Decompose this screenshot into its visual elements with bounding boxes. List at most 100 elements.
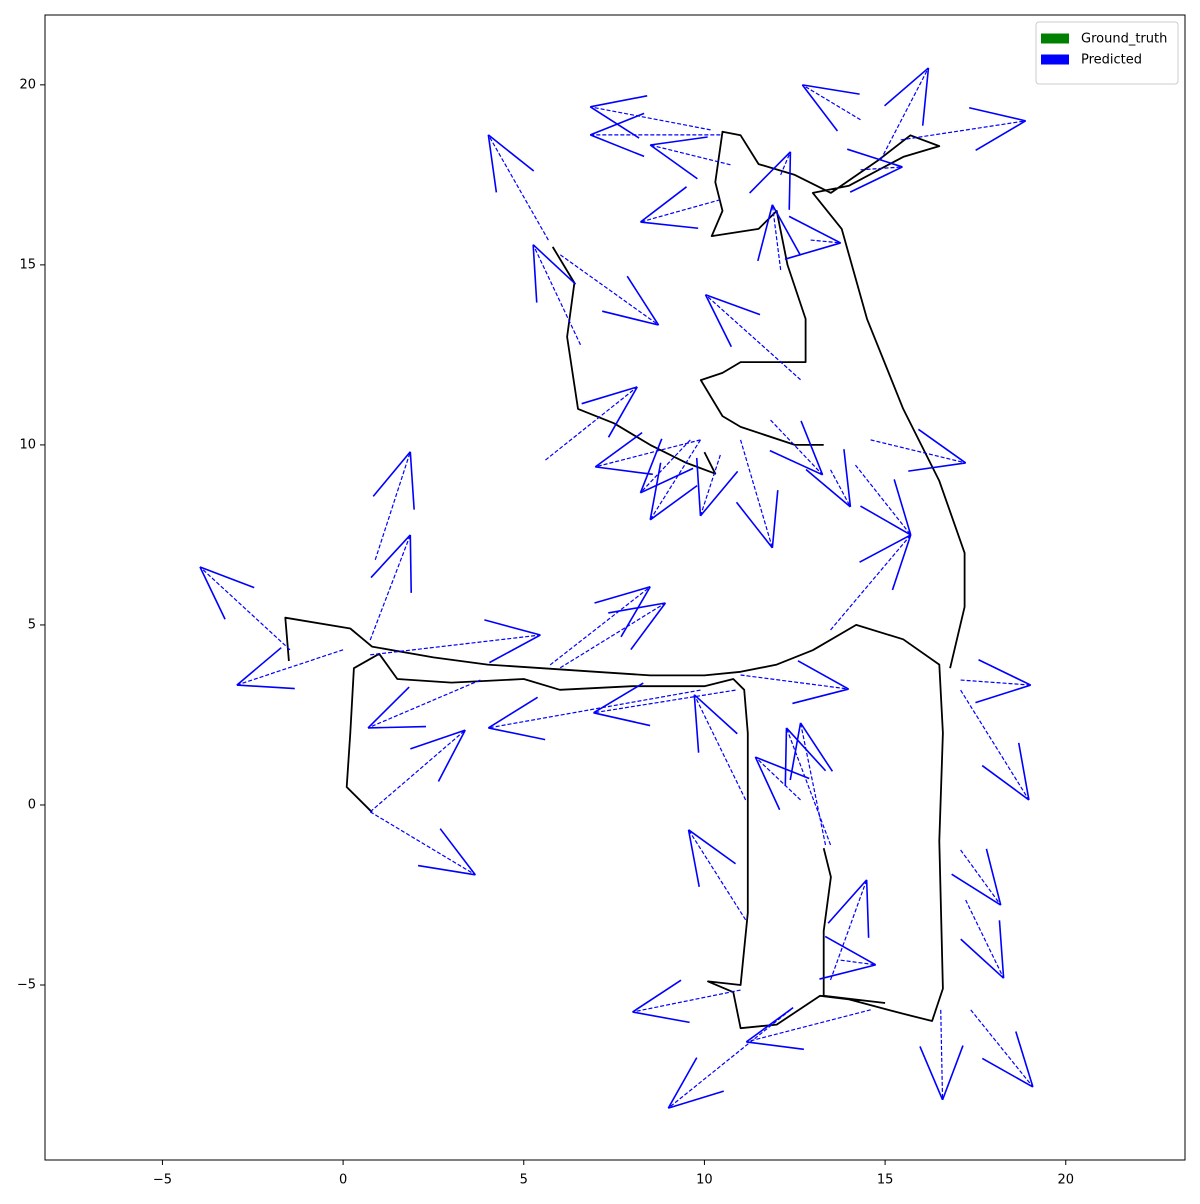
arrow-head [639, 438, 663, 494]
y-tick-label: 20 [19, 77, 36, 92]
arrow-shaft [549, 586, 651, 666]
arrow-shaft [369, 811, 476, 876]
arrow-shaft [369, 729, 466, 813]
predicted-arrow [819, 935, 877, 980]
arrow-head [754, 756, 781, 811]
arrow-head [771, 490, 779, 548]
arrow-head [891, 534, 912, 591]
trajectory-line [284, 130, 966, 1030]
arrow-shaft [590, 106, 711, 131]
predicted-arrow [369, 729, 466, 813]
predicted-arrow [589, 95, 711, 139]
predicted-arrow [846, 148, 903, 193]
x-tick-label: 10 [696, 1173, 713, 1188]
arrow-head [797, 660, 849, 690]
arrow-head [801, 84, 839, 132]
arrow-shaft [559, 602, 666, 669]
arrow-head [639, 186, 688, 223]
arrow-head [581, 386, 638, 405]
arrow-head [594, 431, 643, 468]
arrow-head [788, 151, 792, 210]
arrow-head [487, 134, 535, 172]
arrow-head [602, 310, 659, 326]
y-tick-label: 10 [19, 437, 36, 452]
arrow-head [1015, 1031, 1034, 1088]
arrow-head [630, 602, 667, 651]
arrow-head [1017, 742, 1030, 801]
arrow-head [649, 144, 698, 180]
arrow-shaft [640, 199, 721, 223]
arrow-shaft [785, 727, 832, 846]
arrow-shaft [810, 239, 841, 244]
arrow-head [409, 451, 415, 510]
arrow-shaft [754, 756, 801, 801]
arrow-head [919, 1046, 944, 1101]
predicted-arrow [369, 534, 413, 641]
arrow-head [746, 1041, 804, 1051]
x-tick-label: 15 [877, 1173, 894, 1188]
predicted-arrow [789, 722, 834, 846]
predicted-arrow [559, 254, 660, 326]
arrow-head [951, 873, 1002, 906]
predicted-arrow [919, 1009, 964, 1101]
arrow-head [594, 586, 651, 604]
arrow-shaft [199, 566, 291, 651]
arrow-shaft [770, 419, 824, 476]
arrow-head [372, 451, 411, 497]
predicted-arrow [687, 829, 747, 921]
arrow-head [437, 729, 466, 782]
arrow-shaft [559, 254, 659, 326]
arrow-head [921, 67, 930, 126]
predicted-arrow [960, 899, 1005, 979]
legend-label: Predicted [1081, 53, 1142, 68]
arrow-shaft [880, 67, 929, 161]
arrow-head [788, 215, 842, 244]
arrow-head [975, 684, 1031, 704]
predicted-arrow [367, 679, 481, 729]
arrow-head [865, 879, 870, 938]
arrow-shaft [532, 244, 582, 346]
arrow-head [370, 534, 411, 579]
arrow-shaft [870, 439, 966, 464]
predicted-arrow [749, 151, 792, 210]
arrow-head [771, 204, 802, 256]
y-tick-label: 0 [28, 797, 36, 812]
arrow-head [975, 120, 1027, 151]
arrow-head [846, 148, 903, 168]
arrow-head [199, 566, 255, 589]
predicted-arrow [854, 464, 912, 536]
arrow-head [487, 696, 539, 729]
arrow-head [632, 979, 682, 1013]
arrow-head [688, 829, 737, 865]
arrow-head [704, 294, 733, 348]
arrow-head [693, 694, 700, 753]
predicted-arrow [632, 979, 741, 1024]
arrow-head [595, 466, 653, 476]
arrow-head [893, 479, 912, 536]
arrow-head [802, 84, 860, 95]
predicted-arrow [769, 419, 824, 476]
legend: Ground_truth Predicted [1035, 21, 1179, 85]
arrow-head [439, 828, 476, 876]
arrow-shaft [545, 386, 638, 461]
arrow-head [941, 1045, 964, 1101]
x-tick-label: 5 [520, 1173, 528, 1188]
predicted-arrow [805, 449, 852, 508]
y-tick-label: −5 [17, 978, 36, 993]
arrow-head [236, 647, 282, 686]
arrow-head [985, 848, 1002, 906]
arrow-head [981, 1057, 1034, 1088]
arrow-shaft [667, 1009, 791, 1109]
arrow-head [484, 619, 541, 636]
arrow-head [917, 428, 967, 464]
arrow-head [607, 386, 638, 438]
plot-area [199, 67, 1034, 1109]
predicted-arrow [236, 647, 344, 690]
arrow-shaft [595, 439, 701, 468]
arrow-head [784, 242, 841, 260]
arrow-shaft [650, 144, 731, 166]
arrow-head [859, 534, 912, 563]
arrow-head [968, 106, 1026, 122]
arrow-head [805, 468, 851, 508]
